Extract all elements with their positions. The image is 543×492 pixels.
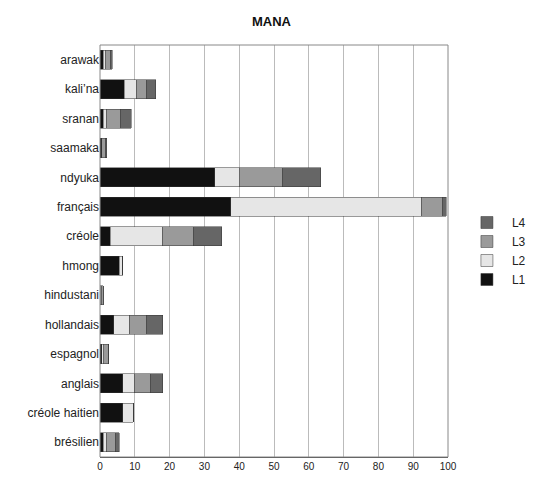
svg-text:100: 100 [440,461,457,472]
svg-text:L1: L1 [512,273,526,287]
svg-text:saamaka: saamaka [50,141,99,155]
svg-text:créole haitien: créole haitien [28,406,99,420]
svg-text:50: 50 [268,461,280,472]
svg-text:30: 30 [199,461,211,472]
svg-text:hindustani: hindustani [44,288,99,302]
svg-text:70: 70 [338,461,350,472]
svg-text:0: 0 [97,461,103,472]
svg-text:hmong: hmong [62,259,99,273]
svg-text:hollandais: hollandais [45,318,99,332]
svg-text:L3: L3 [512,235,526,249]
svg-text:80: 80 [373,461,385,472]
svg-text:brésilien: brésilien [54,435,99,449]
svg-text:10: 10 [129,461,141,472]
svg-text:sranan: sranan [62,112,99,126]
svg-text:L2: L2 [512,254,526,268]
svg-text:20: 20 [164,461,176,472]
svg-text:arawak: arawak [60,53,100,67]
svg-text:MANA: MANA [252,14,292,29]
svg-text:ndyuka: ndyuka [60,171,99,185]
svg-text:90: 90 [408,461,420,472]
svg-text:60: 60 [303,461,315,472]
svg-text:espagnol: espagnol [50,347,99,361]
svg-text:anglais: anglais [61,377,99,391]
svg-text:kali’na: kali’na [65,82,99,96]
svg-text:créole: créole [66,229,99,243]
svg-text:40: 40 [234,461,246,472]
svg-text:français: français [57,200,99,214]
svg-text:L4: L4 [512,216,526,230]
